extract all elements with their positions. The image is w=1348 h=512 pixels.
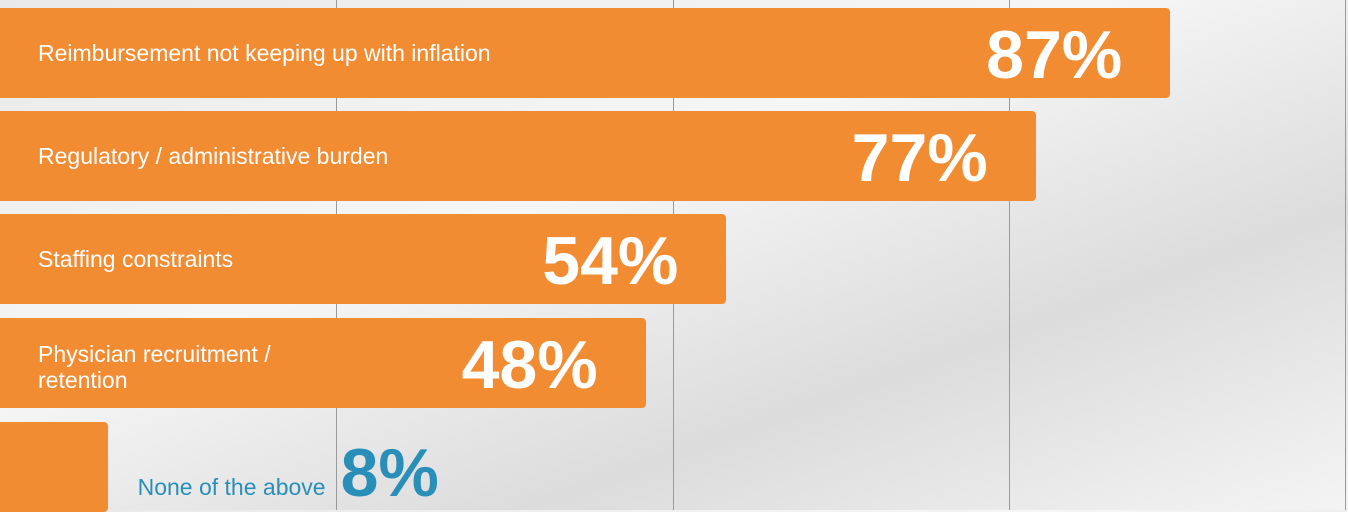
category-label: Physician recruitment / retention — [38, 341, 329, 393]
value-label: 77% — [852, 123, 988, 193]
value-label: 8% — [341, 438, 439, 508]
value-label: 87% — [986, 20, 1122, 90]
chart: Reimbursement not keeping up with inflat… — [0, 0, 1348, 510]
category-label: Reimbursement not keeping up with inflat… — [38, 40, 565, 66]
category-label: None of the above — [138, 474, 326, 500]
grid-line — [1345, 0, 1346, 510]
value-label: 48% — [462, 330, 598, 400]
value-label: 54% — [542, 226, 678, 296]
category-label: Staffing constraints — [38, 246, 365, 272]
category-label: Regulatory / administrative burden — [38, 143, 504, 169]
page: Reimbursement not keeping up with inflat… — [0, 0, 1348, 510]
bar — [0, 422, 108, 512]
